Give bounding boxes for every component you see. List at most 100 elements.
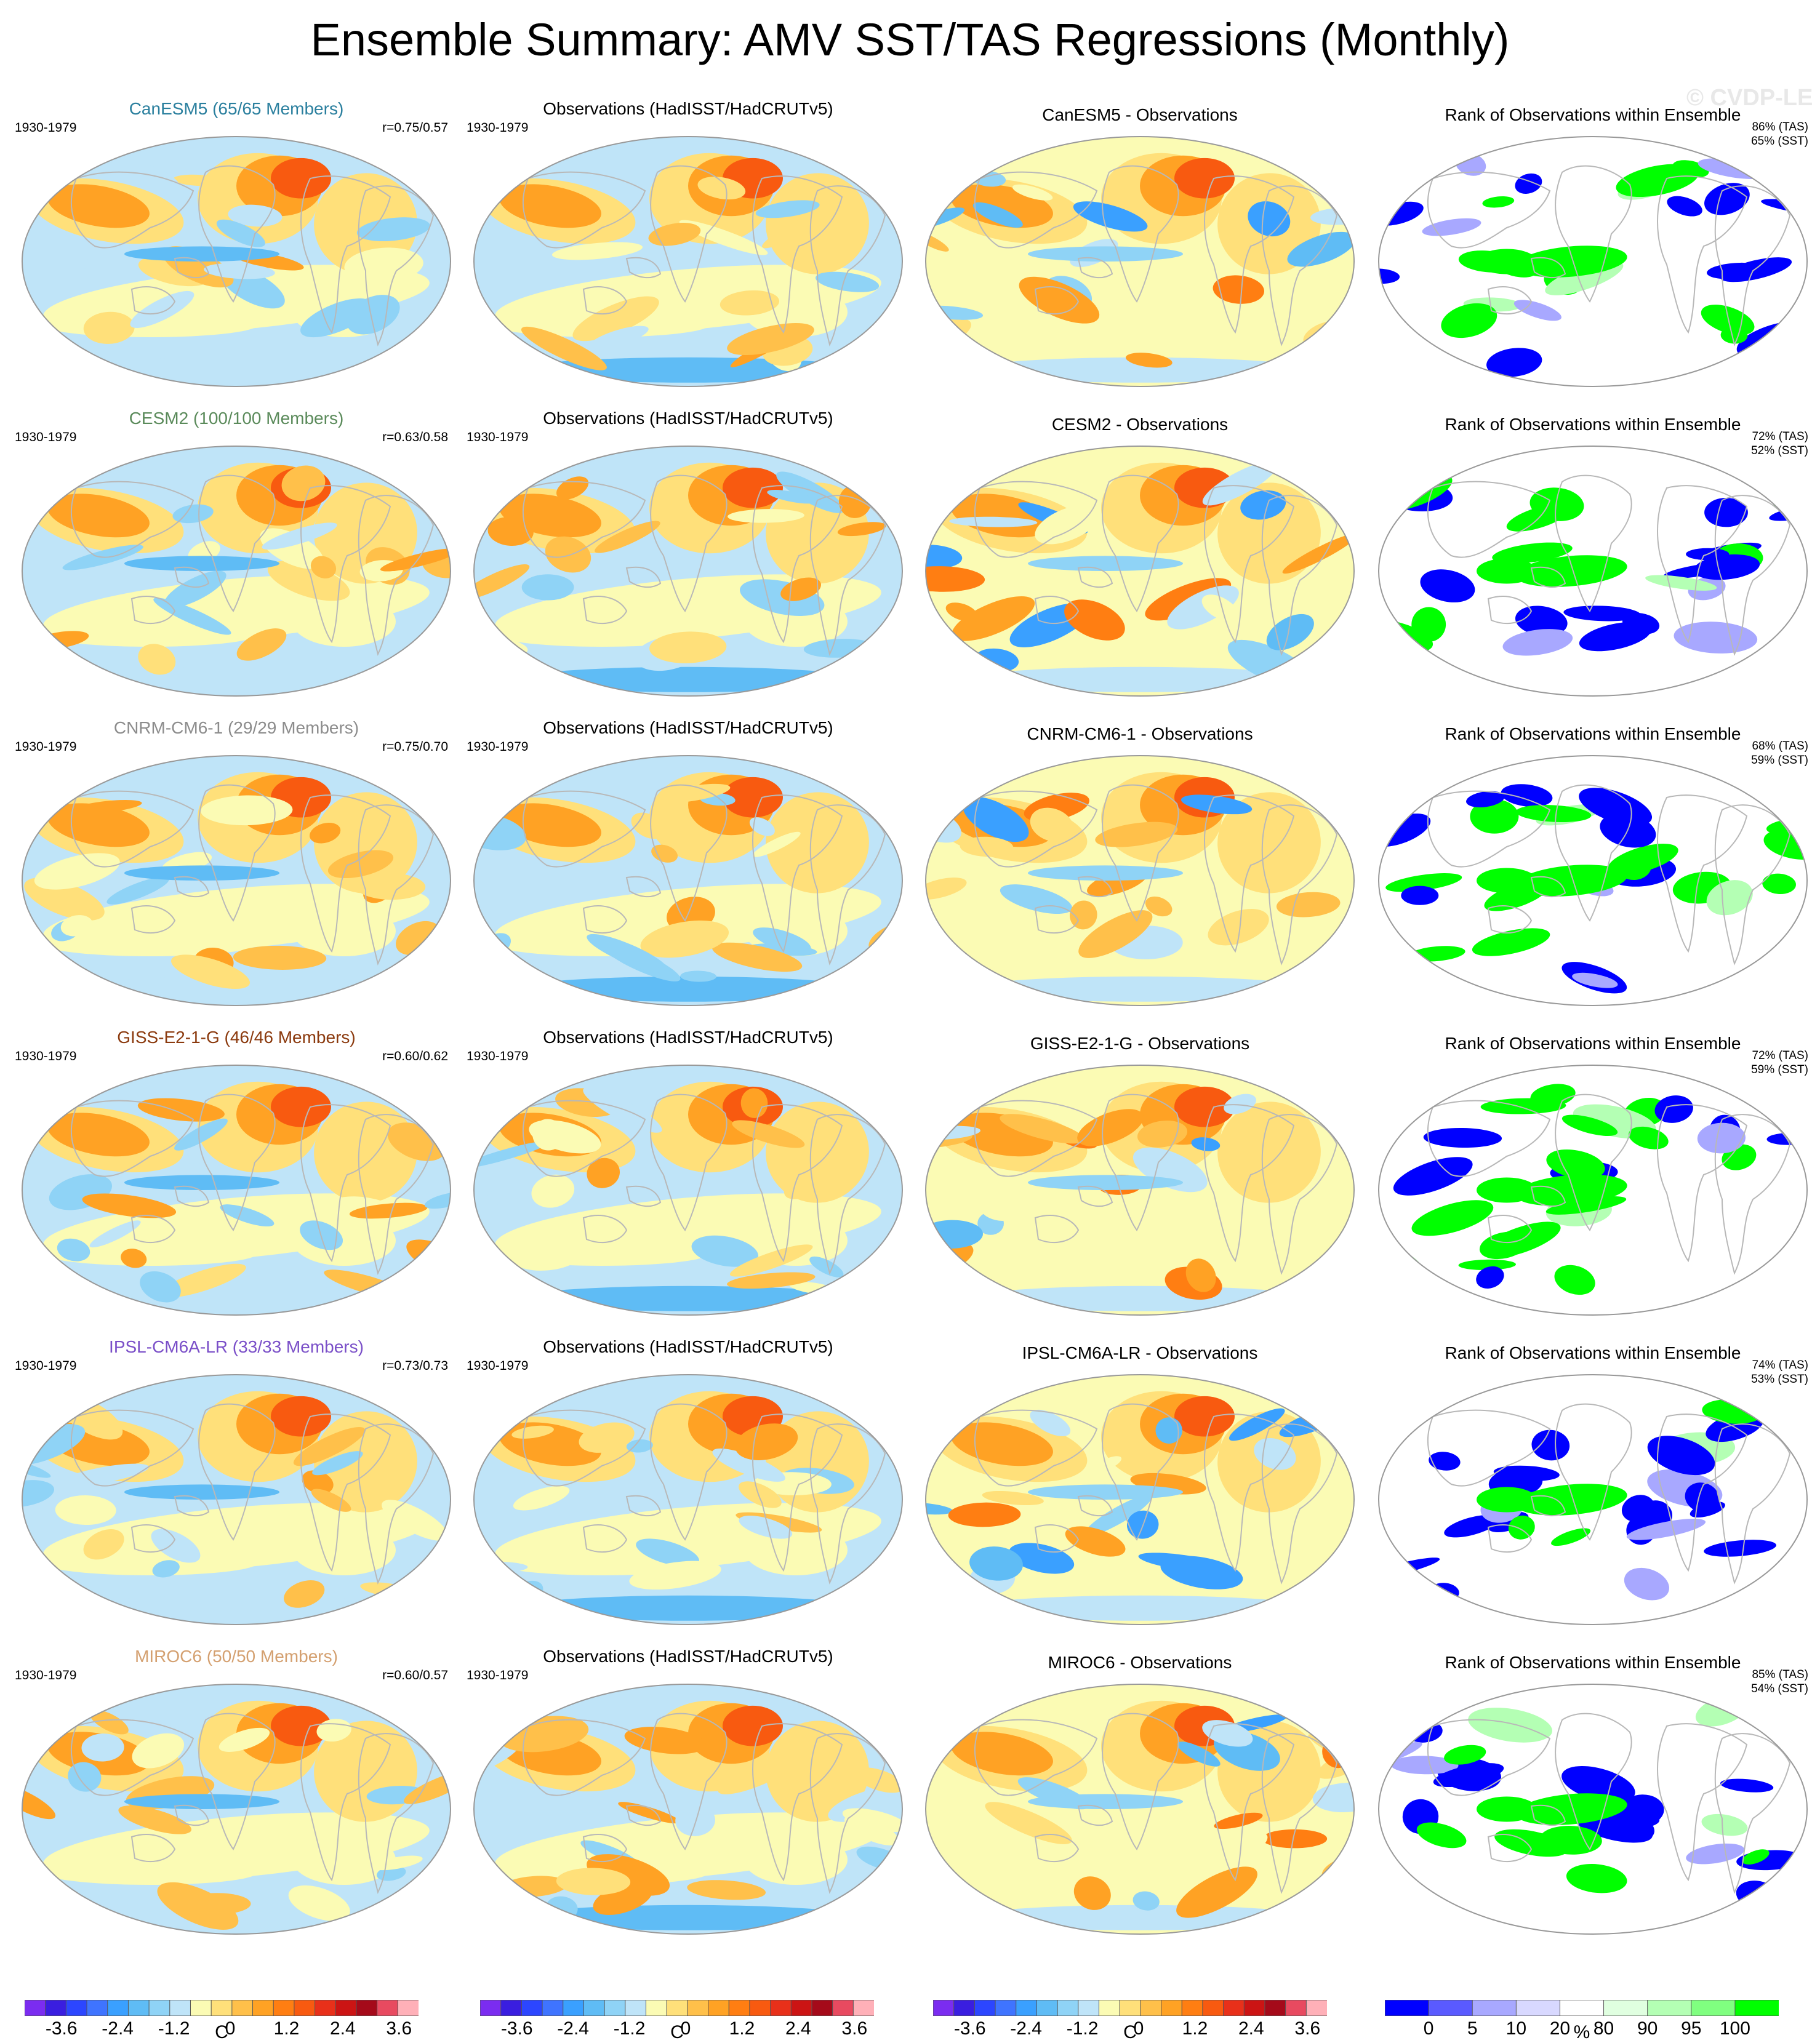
colorbar-tick-label: 10 bbox=[1505, 2018, 1527, 2039]
colorbar-swatch bbox=[1428, 2000, 1473, 2016]
rank-panel: Rank of Observations within Ensemble 85% … bbox=[1369, 1646, 1817, 1954]
colorbar-swatch bbox=[1734, 2000, 1779, 2016]
rank-sst-label: 59% (SST) bbox=[1751, 1063, 1808, 1076]
model-title: CNRM-CM6-1 (29/29 Members) bbox=[113, 718, 359, 737]
model-map bbox=[22, 1065, 451, 1316]
period-label: 1930-1979 bbox=[15, 430, 77, 444]
correlation-label: r=0.60/0.62 bbox=[382, 1049, 448, 1063]
watermark-label: © CVDP-LE bbox=[1686, 85, 1813, 111]
diff-panel: CNRM-CM6-1 - Observations bbox=[916, 718, 1364, 1025]
period-label: 1930-1979 bbox=[15, 1049, 77, 1063]
model-map bbox=[22, 1684, 451, 1935]
diff-map bbox=[925, 1065, 1355, 1316]
colorbar-swatch bbox=[1119, 2000, 1141, 2016]
colorbar-swatch bbox=[1559, 2000, 1605, 2016]
diff-title: GISS-E2-1-G - Observations bbox=[1030, 1034, 1250, 1053]
colorbar-tick-label: -2.4 bbox=[557, 2018, 589, 2039]
diff-map bbox=[925, 446, 1355, 697]
diff-panel: MIROC6 - Observations bbox=[916, 1646, 1364, 1954]
correlation-label: r=0.60/0.57 bbox=[382, 1668, 448, 1682]
rank-panel: Rank of Observations within Ensemble 68% … bbox=[1369, 718, 1817, 1025]
period-label: 1930-1979 bbox=[15, 1359, 77, 1373]
obs-map bbox=[473, 1684, 903, 1935]
colorbar-swatch bbox=[811, 2000, 833, 2016]
rank-tas-label: 86% (TAS) bbox=[1752, 121, 1808, 134]
colorbar-unit-label: C bbox=[1123, 2022, 1137, 2042]
rank-sst-label: 59% (SST) bbox=[1751, 754, 1808, 767]
colorbar-unit-label: % bbox=[1573, 2022, 1590, 2042]
obs-panel: Observations (HadISST/HadCRUTv5) 1930-197… bbox=[464, 718, 912, 1025]
colorbar-swatch bbox=[231, 2000, 254, 2016]
colorbar-tick-label: 0 bbox=[1423, 2018, 1434, 2039]
rank-tas-label: 74% (TAS) bbox=[1752, 1359, 1808, 1372]
regression-colorbar: -3.6 -2.4 -1.2 0 1.2 2.4 3.6 C bbox=[933, 2000, 1339, 2042]
colorbar-swatch bbox=[210, 2000, 233, 2016]
correlation-label: r=0.75/0.57 bbox=[382, 121, 448, 135]
colorbar-tick-label: 0 bbox=[1133, 2018, 1144, 2039]
colorbar-swatch bbox=[604, 2000, 626, 2016]
obs-map bbox=[473, 1065, 903, 1316]
colorbar-swatch bbox=[770, 2000, 792, 2016]
obs-map bbox=[473, 755, 903, 1006]
rank-tas-label: 85% (TAS) bbox=[1752, 1668, 1808, 1681]
rank-map bbox=[1378, 755, 1808, 1006]
colorbar-swatch bbox=[1691, 2000, 1736, 2016]
model-panel: IPSL-CM6A-LR (33/33 Members) 1930-1979 r=0… bbox=[12, 1337, 460, 1644]
regression-colorbar: -3.6 -2.4 -1.2 0 1.2 2.4 3.6 C bbox=[25, 2000, 431, 2042]
diff-panel: CanESM5 - Observations bbox=[916, 98, 1364, 406]
colorbar-tick-label: 80 bbox=[1593, 2018, 1614, 2039]
colorbar-swatch bbox=[728, 2000, 750, 2016]
model-panel: CESM2 (100/100 Members) 1930-1979 r=0.63/0… bbox=[12, 408, 460, 716]
colorbar-tick-label: -2.4 bbox=[102, 2018, 134, 2039]
diff-panel: GISS-E2-1-G - Observations bbox=[916, 1027, 1364, 1335]
correlation-label: r=0.73/0.73 bbox=[382, 1359, 448, 1373]
colorbar-tick-label: 2.4 bbox=[329, 2018, 356, 2039]
colorbar-tick-label: -1.2 bbox=[158, 2018, 190, 2039]
colorbar-swatch bbox=[1472, 2000, 1517, 2016]
colorbar-tick-label: -3.6 bbox=[500, 2018, 533, 2039]
figure-title: Ensemble Summary: AMV SST/TAS Regression… bbox=[310, 14, 1510, 65]
colorbar-swatch bbox=[294, 2000, 316, 2016]
correlation-label: r=0.75/0.70 bbox=[382, 740, 448, 754]
colorbar-tick-label: 20 bbox=[1549, 2018, 1571, 2039]
model-map bbox=[22, 1374, 451, 1625]
rank-panel: Rank of Observations within Ensemble 72% … bbox=[1369, 408, 1817, 716]
colorbar-swatch bbox=[397, 2000, 419, 2016]
colorbar-swatch bbox=[708, 2000, 730, 2016]
rank-tas-label: 68% (TAS) bbox=[1752, 740, 1808, 753]
colorbar-tick-label: 5 bbox=[1467, 2018, 1478, 2039]
period-label: 1930-1979 bbox=[15, 121, 77, 135]
period-label: 1930-1979 bbox=[467, 430, 529, 444]
obs-map bbox=[473, 446, 903, 697]
colorbar-swatch bbox=[356, 2000, 378, 2016]
diff-title: IPSL-CM6A-LR - Observations bbox=[1022, 1343, 1258, 1362]
model-panel: CanESM5 (65/65 Members) 1930-1979 r=0.75/0… bbox=[12, 98, 460, 406]
colorbar-swatch bbox=[1098, 2000, 1121, 2016]
colorbar-swatch bbox=[252, 2000, 275, 2016]
rank-panel: Rank of Observations within Ensemble 72% … bbox=[1369, 1027, 1817, 1335]
colorbar-swatches bbox=[25, 2000, 419, 2016]
model-panel: GISS-E2-1-G (46/46 Members) 1930-1979 r=0.… bbox=[12, 1027, 460, 1335]
colorbar-swatch bbox=[852, 2000, 874, 2016]
colorbar-swatch bbox=[1647, 2000, 1692, 2016]
period-label: 1930-1979 bbox=[15, 1668, 77, 1682]
colorbar-swatch bbox=[148, 2000, 170, 2016]
rank-sst-label: 54% (SST) bbox=[1751, 1682, 1808, 1695]
model-panel: CNRM-CM6-1 (29/29 Members) 1930-1979 r=0.7… bbox=[12, 718, 460, 1025]
colorbar-tick-label: 90 bbox=[1637, 2018, 1658, 2039]
colorbar-tick-label: -2.4 bbox=[1010, 2018, 1042, 2039]
obs-title: Observations (HadISST/HadCRUTv5) bbox=[543, 409, 833, 428]
colorbar-swatch bbox=[1202, 2000, 1224, 2016]
obs-map bbox=[473, 1374, 903, 1625]
colorbar-swatch bbox=[666, 2000, 688, 2016]
colorbar-swatch bbox=[583, 2000, 606, 2016]
colorbar-tick-label: -1.2 bbox=[613, 2018, 646, 2039]
colorbar-swatch bbox=[625, 2000, 647, 2016]
colorbar-swatch bbox=[542, 2000, 564, 2016]
colorbar-swatch bbox=[86, 2000, 108, 2016]
diff-title: MIROC6 - Observations bbox=[1048, 1653, 1232, 1672]
colorbar-swatch bbox=[953, 2000, 976, 2016]
diff-title: CanESM5 - Observations bbox=[1042, 105, 1238, 124]
colorbar-tick-label: 1.2 bbox=[273, 2018, 300, 2039]
colorbar-swatch bbox=[790, 2000, 812, 2016]
